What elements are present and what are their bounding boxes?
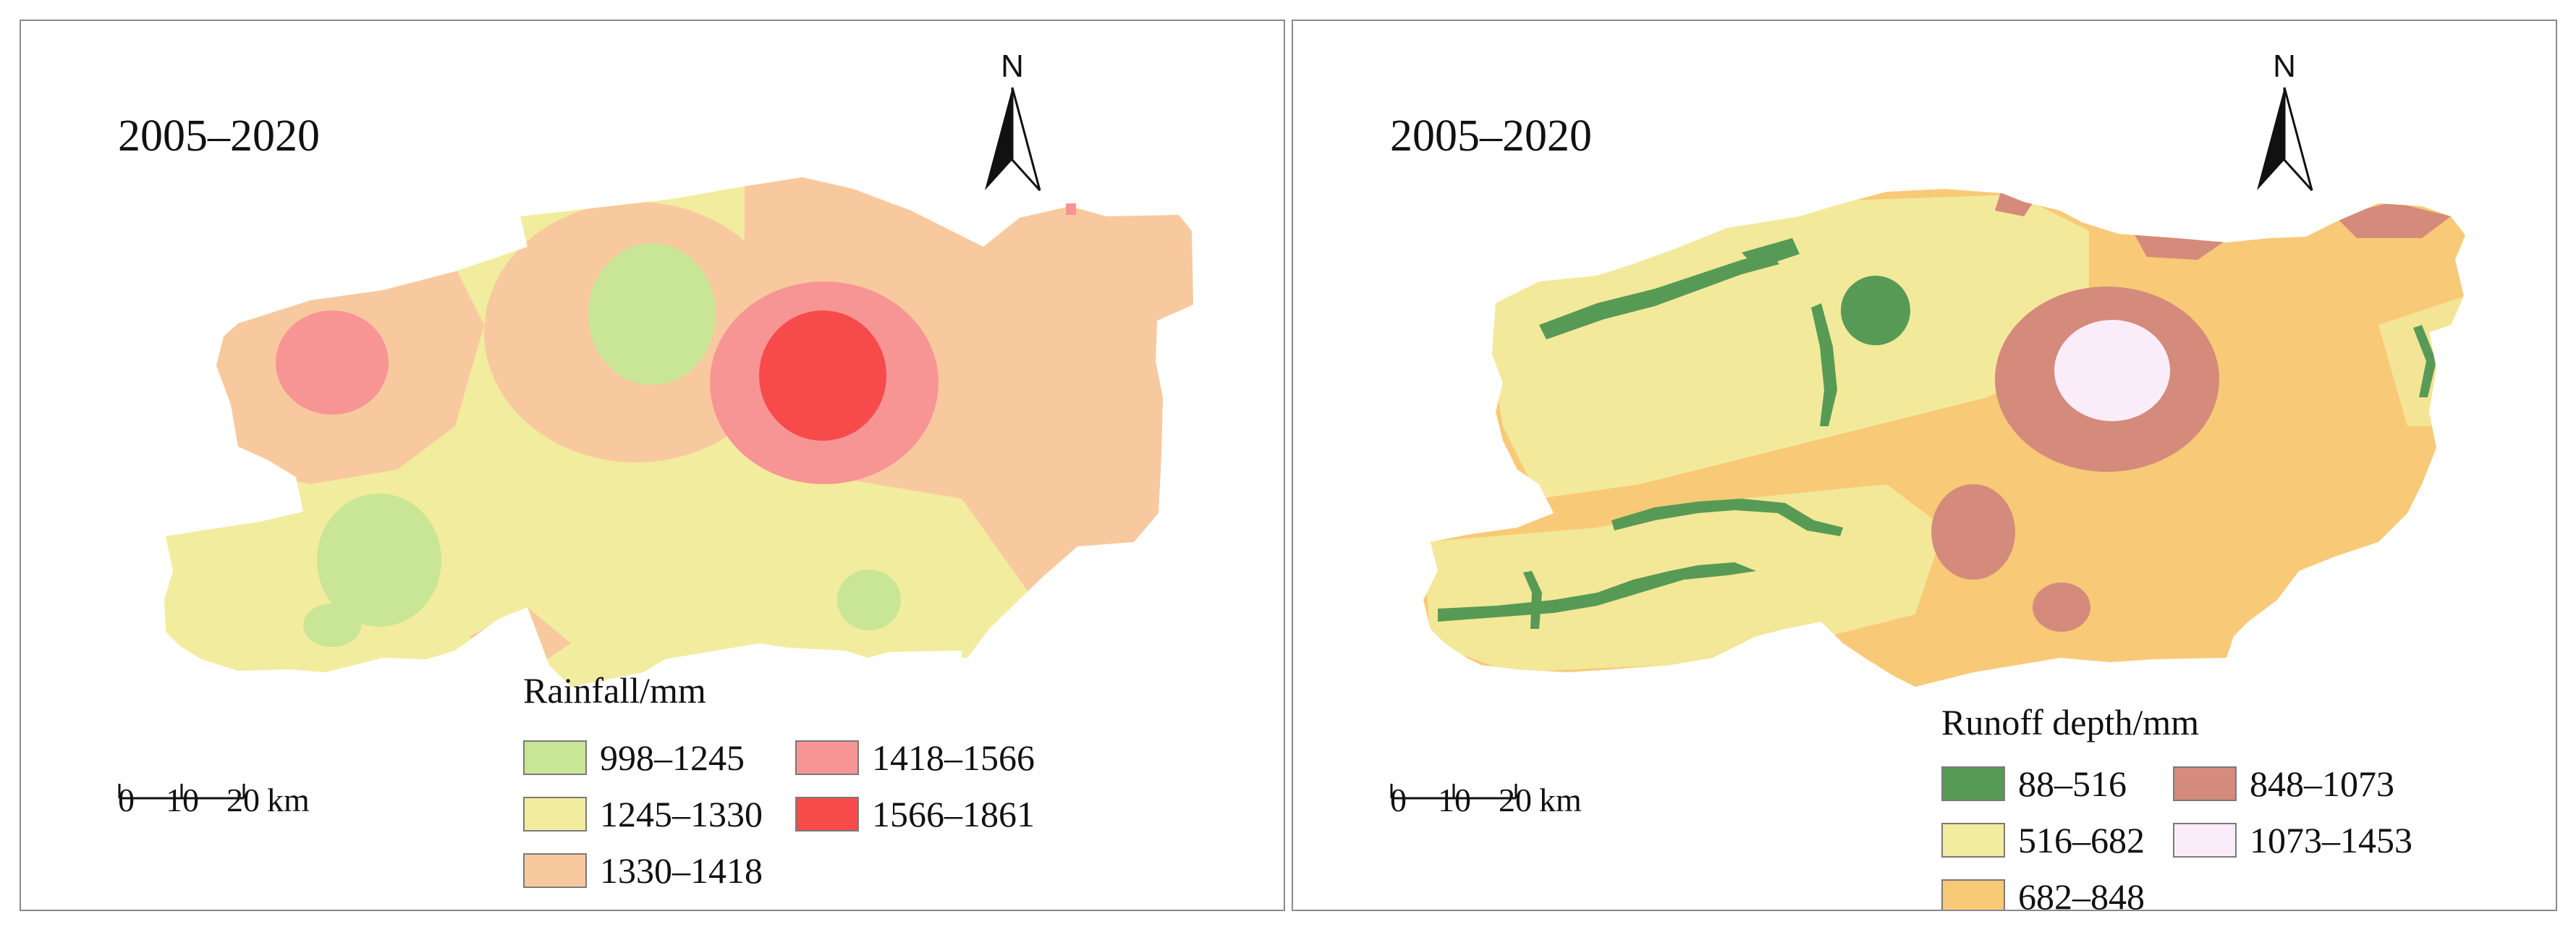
zone-998-1245-southwest	[317, 494, 441, 627]
zone-88-516-north-ridge	[1539, 253, 1779, 339]
rainfall-map-panel: 2005–2020 N 0 10 20 km Rainfall/mm 998–1…	[20, 20, 1285, 911]
legend-item: 516–682	[1941, 820, 2145, 860]
legend-label: 88–516	[2018, 763, 2127, 804]
zone-1566-1861	[759, 310, 886, 441]
zone-848-1073-southeast	[2033, 583, 2090, 632]
legend-swatch	[1941, 823, 2005, 858]
legend-item: 848–1073	[2173, 763, 2394, 804]
legend-swatch	[1941, 879, 2005, 910]
legend-swatch	[523, 797, 587, 832]
scale-bar-lines	[118, 784, 245, 800]
legend-item: 998–1245	[523, 737, 745, 778]
north-arrow-icon	[2257, 87, 2313, 192]
period-label: 2005–2020	[118, 111, 320, 161]
zone-88-516-south-stream	[1438, 562, 1756, 622]
zone-998-1245-south	[837, 570, 901, 630]
legend-label: 1418–1566	[872, 737, 1035, 778]
runoff-map	[1423, 189, 2465, 687]
scale-tick-0: 0	[118, 782, 135, 818]
legend-item: 88–516	[1941, 763, 2127, 804]
scale-bar-lines	[1390, 784, 1517, 800]
rainfall-map	[164, 177, 1193, 687]
north-label: N	[1001, 48, 1024, 84]
legend-swatch	[2173, 766, 2237, 801]
legend-swatch	[1941, 766, 2005, 801]
scale-bar: 0 10 20 km	[1390, 781, 1582, 882]
legend-label: 1566–1861	[872, 794, 1035, 834]
zone-88-516-mid-stream	[1611, 499, 1843, 536]
north-arrow: N	[962, 48, 1063, 200]
legend-label: 848–1073	[2250, 763, 2394, 804]
legend-item: 1330–1418	[523, 850, 763, 891]
zone-88-516-blob	[1841, 276, 1910, 345]
zone-1418-1566-west	[276, 310, 389, 415]
zone-1330-1418-east	[701, 177, 1193, 600]
zone-88-516-north-spot	[1742, 238, 1800, 268]
legend-title: Runoff depth/mm	[1941, 702, 2200, 742]
legend-label: 682–848	[2018, 876, 2145, 911]
zone-998-1245-edge	[303, 604, 361, 647]
zone-1418-1566-speck	[1066, 203, 1076, 215]
legend-item: 1566–1861	[795, 794, 1035, 834]
zone-88-516-east-stream	[2413, 325, 2436, 397]
legend-swatch	[795, 797, 859, 832]
legend-label: 998–1245	[600, 737, 745, 778]
zone-998-1245-north	[588, 243, 716, 385]
runoff-map-panel: 2005–2020 N 0 10 20 km Runoff depth/mm 8…	[1292, 20, 2557, 911]
zone-1073-1453	[2054, 320, 2170, 421]
legend-label: 1073–1453	[2250, 820, 2412, 860]
zone-88-516-west-stream	[1523, 571, 1542, 629]
legend-swatch	[795, 740, 859, 775]
legend-item: 1418–1566	[795, 737, 1035, 778]
scale-unit: km	[267, 782, 310, 818]
zone-848-1073-south	[1931, 484, 2015, 580]
zone-848-1073-northeast	[2335, 202, 2451, 238]
north-arrow-icon	[985, 87, 1041, 192]
scale-bar: 0 10 20 km	[118, 781, 310, 882]
legend-title: Rainfall/mm	[523, 670, 706, 711]
scale-tick-0: 0	[1390, 782, 1407, 818]
north-label: N	[2273, 48, 2296, 84]
legend-swatch	[523, 740, 587, 775]
legend-label: 1245–1330	[600, 794, 763, 834]
period-label: 2005–2020	[1390, 111, 1592, 161]
legend-label: 516–682	[2018, 820, 2145, 860]
north-arrow: N	[2234, 48, 2335, 200]
zone-516-682-north	[1481, 195, 2089, 499]
legend-item: 1245–1330	[523, 794, 763, 834]
rainfall-zones	[164, 177, 1193, 687]
legend-item: 1073–1453	[2173, 820, 2412, 860]
legend-label: 1330–1418	[600, 850, 763, 891]
legend-item: 682–848	[1941, 876, 2145, 911]
scale-unit: km	[1539, 782, 1582, 818]
legend-swatch	[523, 853, 587, 888]
legend-swatch	[2173, 823, 2237, 858]
zone-88-516-stream	[1811, 303, 1837, 426]
